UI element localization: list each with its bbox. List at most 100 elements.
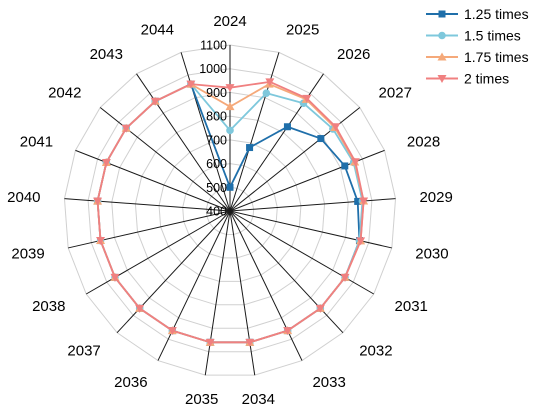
spoke-2028 <box>229 149 385 212</box>
series-line-4 <box>96 80 365 344</box>
spoke-2035 <box>204 210 231 376</box>
legend-marker-4 <box>437 75 447 83</box>
category-label-2034: 2034 <box>242 391 275 408</box>
spoke-2030 <box>229 210 392 249</box>
series-4 <box>93 78 369 347</box>
data-point-4-2043 <box>150 97 160 106</box>
spoke-2034 <box>229 210 256 376</box>
spoke-2037 <box>116 210 231 334</box>
spoke-2044 <box>180 52 231 212</box>
data-point-4-2026 <box>302 94 312 103</box>
tick-label-700: 700 <box>206 133 227 147</box>
data-point-1-2026 <box>283 123 291 131</box>
spoke-2036 <box>157 210 231 361</box>
legend-item-4: 2 times <box>426 71 509 87</box>
data-point-4-2034 <box>245 338 255 347</box>
data-point-1-2025 <box>246 144 254 152</box>
category-labels: 2024 2025 2026 2027 2028 2029 2030 2031 2032 2033… <box>7 13 453 408</box>
data-point-4-2040 <box>93 197 103 206</box>
grid-ring-700 <box>158 139 302 282</box>
data-point-4-2041 <box>101 158 111 167</box>
category-label-2042: 2042 <box>48 85 81 102</box>
data-point-4-2032 <box>315 304 325 313</box>
category-label-2028: 2028 <box>407 134 440 151</box>
grid <box>63 44 397 376</box>
data-point-4-2035 <box>205 338 215 347</box>
category-label-2024: 2024 <box>213 13 246 30</box>
data-point-1-2028 <box>341 162 349 170</box>
category-label-2036: 2036 <box>114 374 147 391</box>
legend-label-4: 2 times <box>464 71 509 87</box>
spoke-2039 <box>68 210 231 249</box>
data-point-4-2024 <box>225 84 235 93</box>
tick-label-1000: 1000 <box>199 62 227 76</box>
data-point-4-2028 <box>350 158 360 167</box>
data-point-2-2024 <box>226 126 234 135</box>
tick-label-400: 400 <box>206 205 227 219</box>
category-label-2031: 2031 <box>395 298 428 315</box>
data-point-4-2027 <box>331 123 341 132</box>
data-point-1-2024 <box>226 183 234 191</box>
tick-label-500: 500 <box>206 181 227 195</box>
category-label-2026: 2026 <box>337 46 370 63</box>
category-label-2044: 2044 <box>141 21 174 38</box>
grid-ring-900 <box>111 91 349 329</box>
tick-label-600: 600 <box>206 157 227 171</box>
grid-ring-800 <box>134 115 326 306</box>
tick-label-1100: 1100 <box>200 39 227 53</box>
category-label-2030: 2030 <box>415 245 448 262</box>
radial-axis-ticks: 400 500 600 700 800 900 1000 1100 <box>199 39 227 219</box>
data-point-4-2038 <box>110 273 120 282</box>
category-label-2041: 2041 <box>20 134 53 151</box>
category-label-2038: 2038 <box>32 298 65 315</box>
tick-label-900: 900 <box>206 86 227 100</box>
data-point-4-2042 <box>121 124 131 133</box>
category-label-2029: 2029 <box>419 189 452 206</box>
data-point-4-2029 <box>359 197 369 206</box>
legend-item-3: 1.75 times <box>426 49 529 65</box>
category-label-2037: 2037 <box>67 342 100 359</box>
data-point-4-2030 <box>356 237 366 246</box>
grid-ring-500 <box>205 186 255 235</box>
data-point-4-2031 <box>340 273 350 282</box>
data-point-4-2025 <box>265 78 275 87</box>
spoke-2043 <box>136 73 231 212</box>
data-point-2-2025 <box>262 89 271 97</box>
category-label-2043: 2043 <box>90 46 123 63</box>
data-point-4-2039 <box>96 237 106 246</box>
spoke-2031 <box>229 210 375 295</box>
legend: 1.25 times 1.5 times 1.75 times 2 times <box>426 6 529 87</box>
category-label-2033: 2033 <box>312 374 345 391</box>
spoke-2038 <box>85 210 231 295</box>
category-label-2027: 2027 <box>379 85 412 102</box>
grid-ring-600 <box>182 163 278 259</box>
legend-item-2: 1.5 times <box>426 28 521 44</box>
legend-marker-1 <box>438 10 446 18</box>
spoke-2041 <box>75 149 231 212</box>
category-label-2035: 2035 <box>185 391 218 408</box>
grid-ring-1100 <box>63 44 397 376</box>
spoke-2040 <box>64 198 231 212</box>
legend-marker-3 <box>437 52 447 61</box>
tick-label-800: 800 <box>206 110 227 124</box>
grid-ring-1000 <box>87 68 373 353</box>
data-point-1-2029 <box>354 197 362 205</box>
data-point-4-2037 <box>135 304 145 313</box>
spoke-2029 <box>229 198 396 212</box>
category-label-2040: 2040 <box>7 189 40 206</box>
data-point-4-2036 <box>167 327 177 336</box>
data-point-1-2027 <box>317 135 325 143</box>
legend-label-3: 1.75 times <box>464 49 529 65</box>
data-point-4-2033 <box>283 327 293 336</box>
spoke-2025 <box>229 52 280 212</box>
legend-label-2: 1.5 times <box>464 28 521 44</box>
legend-label-1: 1.25 times <box>464 6 529 22</box>
legend-item-1: 1.25 times <box>426 6 529 22</box>
spoke-2033 <box>229 210 303 361</box>
category-label-2039: 2039 <box>11 245 44 262</box>
category-label-2025: 2025 <box>286 21 319 38</box>
spoke-2032 <box>229 210 344 334</box>
data-point-4-2044 <box>186 80 196 89</box>
category-label-2032: 2032 <box>359 342 392 359</box>
